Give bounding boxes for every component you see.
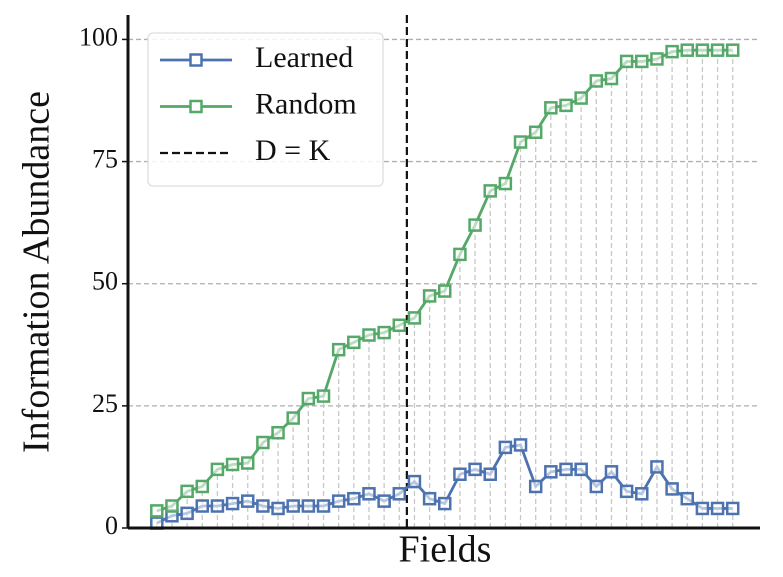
marker xyxy=(210,462,225,477)
marker xyxy=(210,499,225,513)
marker xyxy=(331,494,346,508)
legend-label: Random xyxy=(255,87,357,120)
marker xyxy=(680,43,695,57)
legend-marker xyxy=(189,99,203,114)
marker xyxy=(498,440,513,455)
marker xyxy=(710,43,725,57)
marker xyxy=(559,98,573,113)
marker xyxy=(513,438,528,452)
marker xyxy=(392,487,407,501)
marker xyxy=(347,491,361,506)
marker xyxy=(240,456,255,470)
marker xyxy=(604,71,619,86)
legend-box xyxy=(147,32,384,187)
marker xyxy=(347,335,361,350)
marker xyxy=(528,125,543,140)
marker xyxy=(331,342,346,357)
marker xyxy=(650,460,664,474)
legend-label: D = K xyxy=(255,134,331,167)
marker xyxy=(574,462,588,477)
marker xyxy=(468,462,482,477)
marker xyxy=(635,54,649,69)
marker xyxy=(180,484,194,499)
marker xyxy=(195,499,210,513)
marker xyxy=(256,435,270,450)
marker xyxy=(362,487,376,501)
marker xyxy=(301,391,316,406)
marker xyxy=(665,44,679,59)
marker xyxy=(528,479,543,494)
marker xyxy=(483,467,497,482)
marker xyxy=(180,506,194,521)
marker xyxy=(407,474,422,489)
marker xyxy=(256,499,270,513)
marker xyxy=(619,484,634,499)
marker xyxy=(453,467,467,482)
marker xyxy=(559,462,573,477)
marker xyxy=(574,91,588,105)
marker xyxy=(710,501,725,516)
marker xyxy=(377,325,391,340)
marker xyxy=(271,501,285,516)
marker xyxy=(438,284,452,298)
marker xyxy=(513,135,528,149)
marker xyxy=(438,496,452,511)
y-axis-label: Information Abundance xyxy=(16,91,58,453)
x-axis-label: Fields xyxy=(399,529,492,571)
marker xyxy=(362,328,376,342)
marker xyxy=(165,499,179,513)
marker xyxy=(665,482,679,496)
marker xyxy=(316,499,331,513)
legend: Learned Random D = K xyxy=(147,32,384,187)
marker xyxy=(619,54,634,69)
marker xyxy=(422,289,437,303)
y-tick-label: 25 xyxy=(92,389,118,418)
y-tick-label: 0 xyxy=(105,511,118,540)
marker xyxy=(453,247,467,262)
marker xyxy=(422,491,437,506)
marker xyxy=(286,411,300,425)
marker xyxy=(301,499,316,513)
marker xyxy=(240,494,255,508)
marker xyxy=(225,496,240,511)
marker xyxy=(392,318,407,332)
y-tick-label: 50 xyxy=(92,267,118,296)
y-tick-label: 100 xyxy=(79,22,118,51)
marker xyxy=(468,218,482,232)
marker xyxy=(695,43,710,57)
marker xyxy=(316,389,331,403)
marker xyxy=(377,494,391,508)
marker xyxy=(407,311,422,325)
marker xyxy=(725,501,740,516)
marker xyxy=(271,425,285,440)
marker xyxy=(150,504,164,518)
marker xyxy=(589,74,604,88)
marker xyxy=(195,479,210,494)
legend-label: Learned xyxy=(255,41,353,74)
marker xyxy=(695,501,710,516)
legend-marker xyxy=(189,53,203,67)
marker xyxy=(544,465,558,479)
marker xyxy=(604,465,619,479)
y-tick-label: 75 xyxy=(92,145,118,174)
marker xyxy=(650,52,664,66)
marker xyxy=(286,499,300,513)
marker xyxy=(498,176,513,191)
marker xyxy=(225,457,240,472)
marker xyxy=(589,479,604,494)
marker xyxy=(544,101,558,115)
marker xyxy=(725,43,740,57)
marker xyxy=(635,487,649,501)
marker xyxy=(680,491,695,506)
marker xyxy=(483,184,497,198)
